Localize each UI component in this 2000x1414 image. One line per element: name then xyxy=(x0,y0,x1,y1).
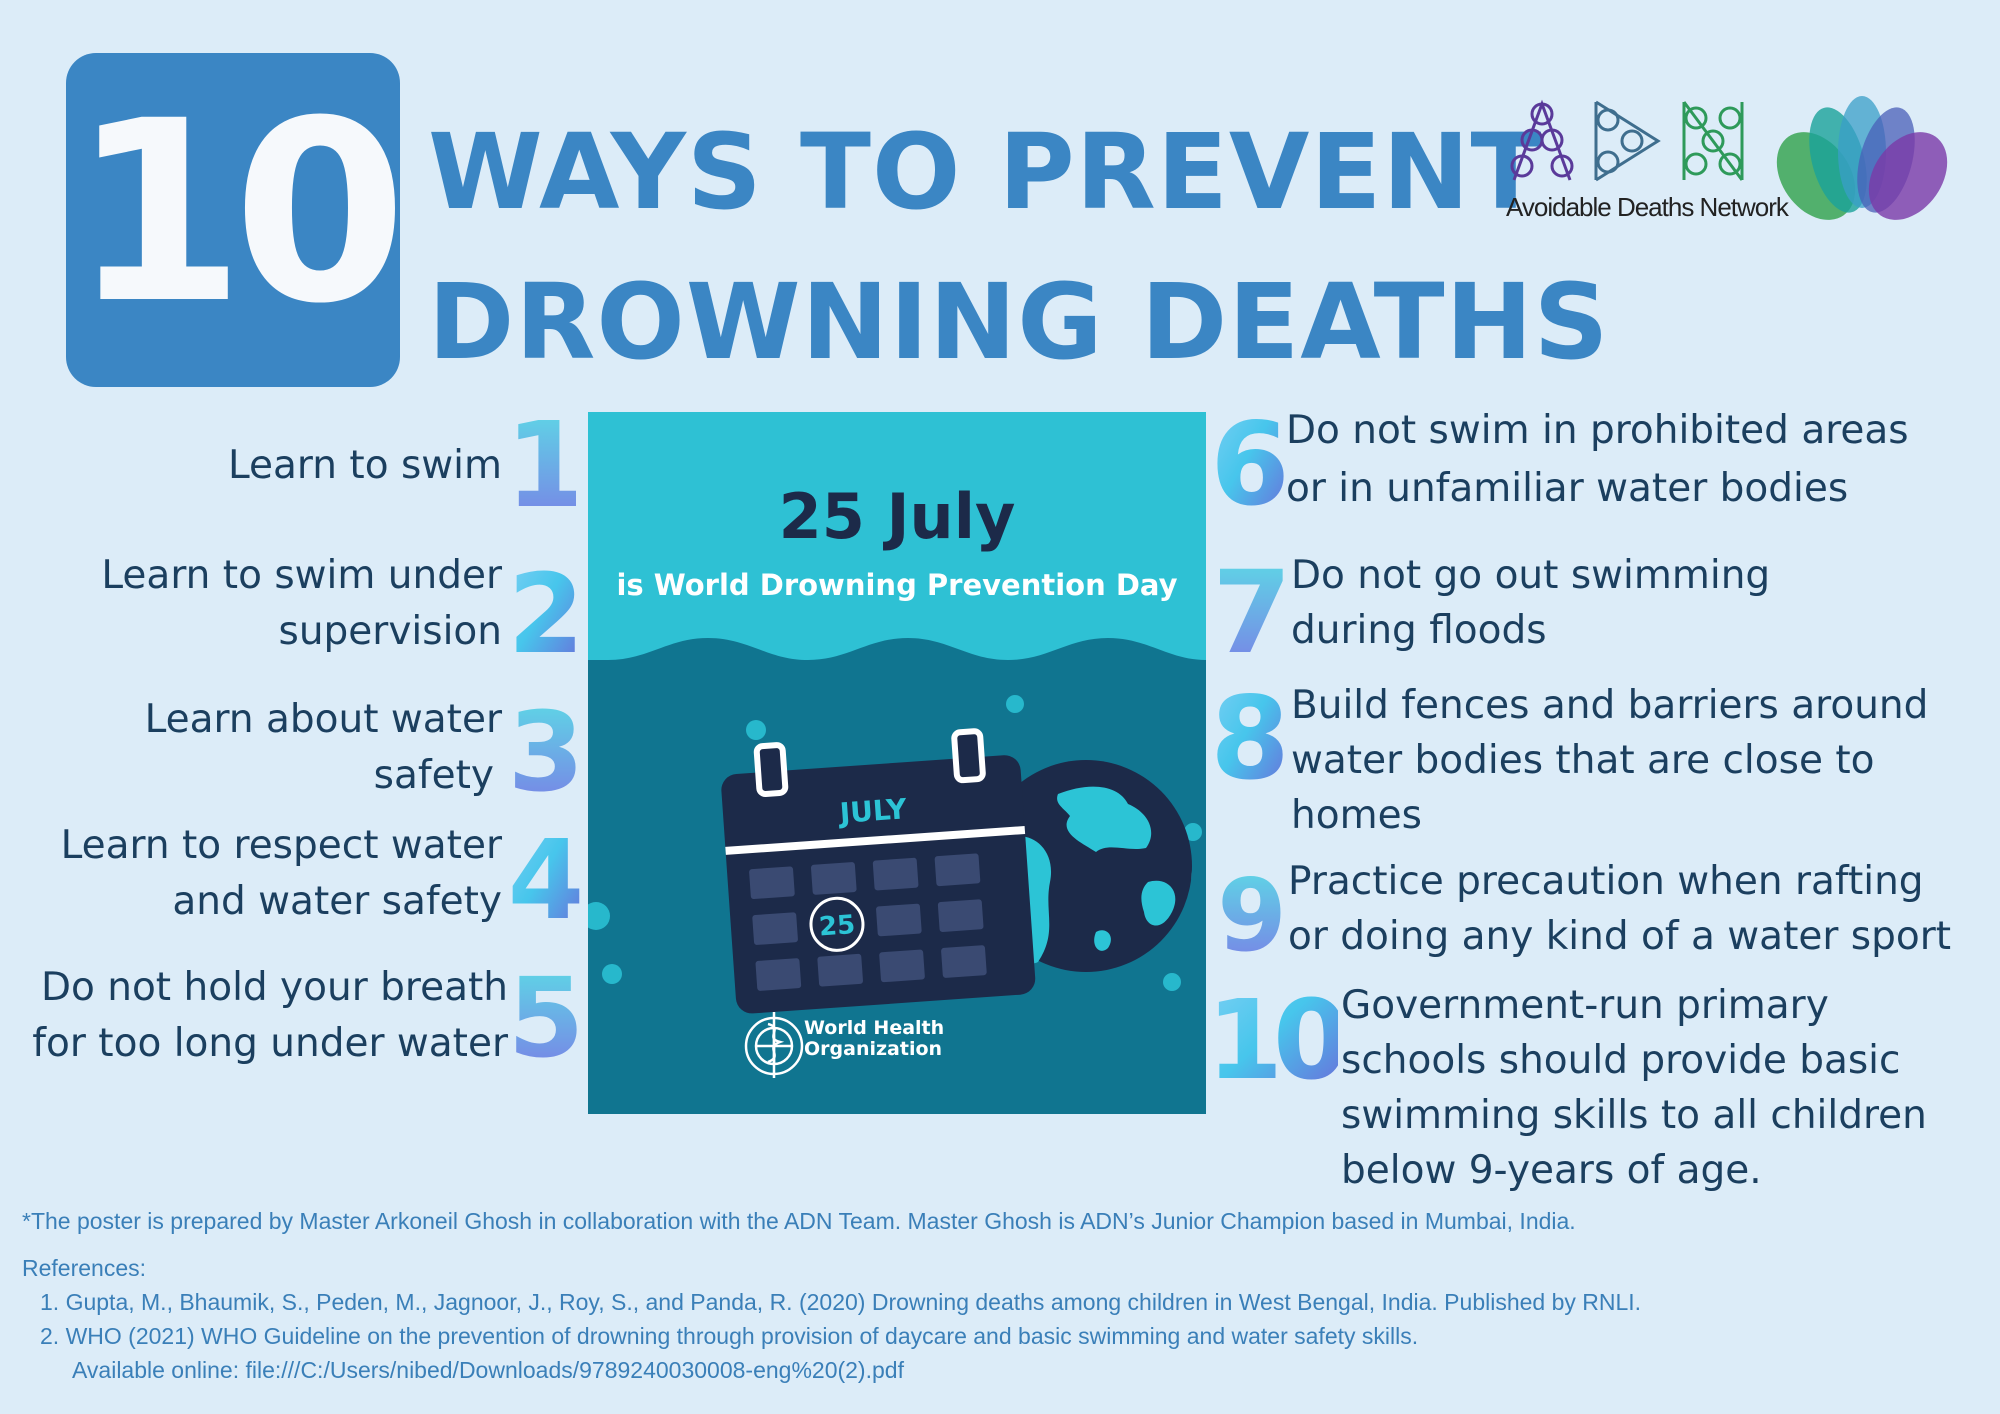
who-emblem-icon xyxy=(744,1012,804,1078)
number-4-icon: 4 xyxy=(510,818,582,928)
svg-text:5: 5 xyxy=(510,956,582,1066)
svg-text:10: 10 xyxy=(1208,976,1338,1088)
lotus-logo-icon xyxy=(1776,96,1948,220)
reference-2-url: Available online: file:///C:/Users/nibed… xyxy=(72,1357,904,1383)
left-item-1: Learn to swim xyxy=(228,443,502,488)
number-3-icon: 3 xyxy=(510,690,582,800)
number-2-icon: 2 xyxy=(510,552,582,662)
footer-note: *The poster is prepared by Master Arkone… xyxy=(22,1208,1576,1234)
panel-date: 25 July xyxy=(778,480,1016,553)
who-logo-text: World Health Organization xyxy=(804,1017,945,1060)
title-line-2: DROWNING DEATHS xyxy=(428,261,1610,383)
svg-text:4: 4 xyxy=(510,818,582,928)
references-label: References: xyxy=(22,1255,147,1281)
left-item-3: Learn about water safety xyxy=(144,697,502,798)
reference-2: 2. WHO (2021) WHO Guideline on the preve… xyxy=(40,1323,1419,1349)
panel-background: 25 JULY xyxy=(588,412,1206,1078)
number-1-icon: 1 xyxy=(516,406,576,516)
right-item-8: Build fences and barriers around water b… xyxy=(1291,683,1929,838)
right-item-10: Government-run primary schools should pr… xyxy=(1341,983,1927,1193)
right-item-9: Practice precaution when rafting or doin… xyxy=(1288,859,1952,959)
title-line-1: WAYS TO PREVENT xyxy=(428,111,1543,233)
left-item-4: Learn to respect water and water safety xyxy=(60,823,502,924)
right-item-7: Do not go out swimming during floods xyxy=(1291,553,1771,653)
number-10-icon: 10 xyxy=(1208,976,1338,1088)
svg-text:JULY: JULY xyxy=(837,792,909,830)
svg-text:25: 25 xyxy=(818,910,856,942)
number-7-icon: 7 xyxy=(1214,550,1290,662)
left-item-5: Do not hold your breath for too long und… xyxy=(32,965,508,1066)
world-drowning-day-panel: 25 JULY 25 July is World Drowning Preven… xyxy=(588,412,1206,1114)
svg-text:6: 6 xyxy=(1212,402,1288,514)
number-6-icon: 6 xyxy=(1212,402,1288,514)
adn-caption: Avoidable Deaths Network xyxy=(1506,192,1789,222)
number-8-icon: 8 xyxy=(1212,676,1288,788)
right-item-6: Do not swim in prohibited areas or in un… xyxy=(1286,408,1909,511)
number-9-icon: 9 xyxy=(1217,857,1287,960)
big-ten-badge: 10 xyxy=(66,53,407,387)
svg-text:9: 9 xyxy=(1217,857,1287,960)
adn-logo-icon xyxy=(1510,99,1744,182)
svg-text:1: 1 xyxy=(516,406,576,516)
svg-text:2: 2 xyxy=(510,552,582,662)
svg-text:8: 8 xyxy=(1212,676,1288,788)
svg-text:7: 7 xyxy=(1214,550,1290,662)
left-item-2: Learn to swim under supervision xyxy=(101,553,502,654)
svg-text:3: 3 xyxy=(510,690,582,800)
globe-icon xyxy=(980,760,1192,972)
reference-1: 1. Gupta, M., Bhaumik, S., Peden, M., Ja… xyxy=(40,1289,1642,1315)
calendar-icon: 25 JULY xyxy=(721,728,1036,1014)
panel-subtitle: is World Drowning Prevention Day xyxy=(616,568,1178,602)
big-ten-number: 10 xyxy=(71,67,407,358)
number-5-icon: 5 xyxy=(510,956,582,1066)
